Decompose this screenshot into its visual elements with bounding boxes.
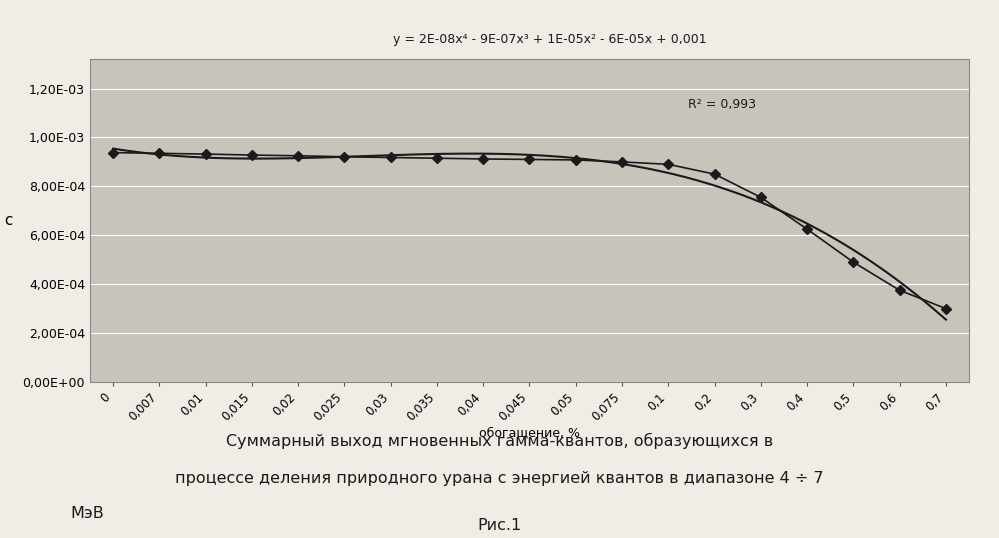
Text: Рис.1: Рис.1 (478, 518, 521, 533)
Text: R² = 0,993: R² = 0,993 (687, 98, 755, 111)
X-axis label: обогащение, %: обогащение, % (479, 427, 580, 440)
Text: y = 2E-08x⁴ - 9E-07x³ + 1E-05x² - 6E-05x + 0,001: y = 2E-08x⁴ - 9E-07x³ + 1E-05x² - 6E-05x… (393, 33, 706, 46)
Text: процессе деления природного урана с энергией квантов в диапазоне 4 ÷ 7: процессе деления природного урана с энер… (175, 471, 824, 486)
Y-axis label: γ / с: γ / с (0, 213, 14, 228)
Text: МэВ: МэВ (70, 506, 104, 521)
Text: Суммарный выход мгновенных гамма-квантов, образующихся в: Суммарный выход мгновенных гамма-квантов… (226, 433, 773, 449)
